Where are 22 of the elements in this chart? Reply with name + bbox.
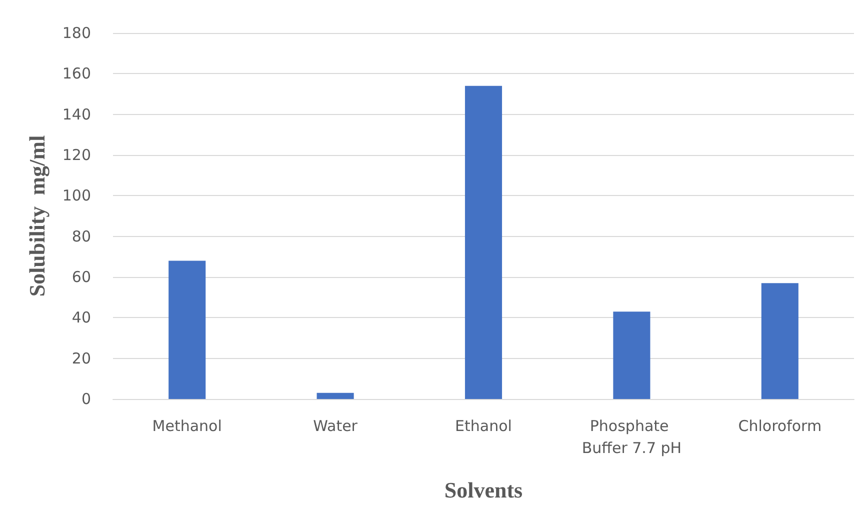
y-tick-label: 140 (62, 105, 91, 124)
x-axis-title: Solvents (444, 478, 524, 502)
y-tick-label: 80 (72, 227, 91, 246)
x-tick-label: Ethanol (455, 417, 512, 435)
y-axis-title: Solubility mg/ml (24, 135, 50, 297)
y-tick-label: 20 (72, 349, 91, 368)
y-tick-label: 0 (81, 390, 91, 408)
y-tick-label: 180 (62, 24, 91, 42)
y-tick-label: 40 (72, 308, 91, 327)
y-tick-label: 160 (62, 64, 91, 83)
bar (168, 260, 206, 399)
x-tick-label: Methanol (152, 417, 222, 435)
bar (464, 86, 502, 399)
y-tick-label: 60 (72, 268, 91, 286)
bar (316, 392, 354, 399)
x-tick-label: Water (313, 417, 358, 435)
y-tick-label: 100 (62, 186, 91, 205)
x-tick-label: Phosphate Buffer 7.7 pH (582, 417, 682, 457)
bar (761, 283, 798, 399)
bar (613, 312, 650, 399)
y-tick-label: 120 (62, 146, 91, 164)
x-tick-label: Chloroform (738, 417, 822, 435)
